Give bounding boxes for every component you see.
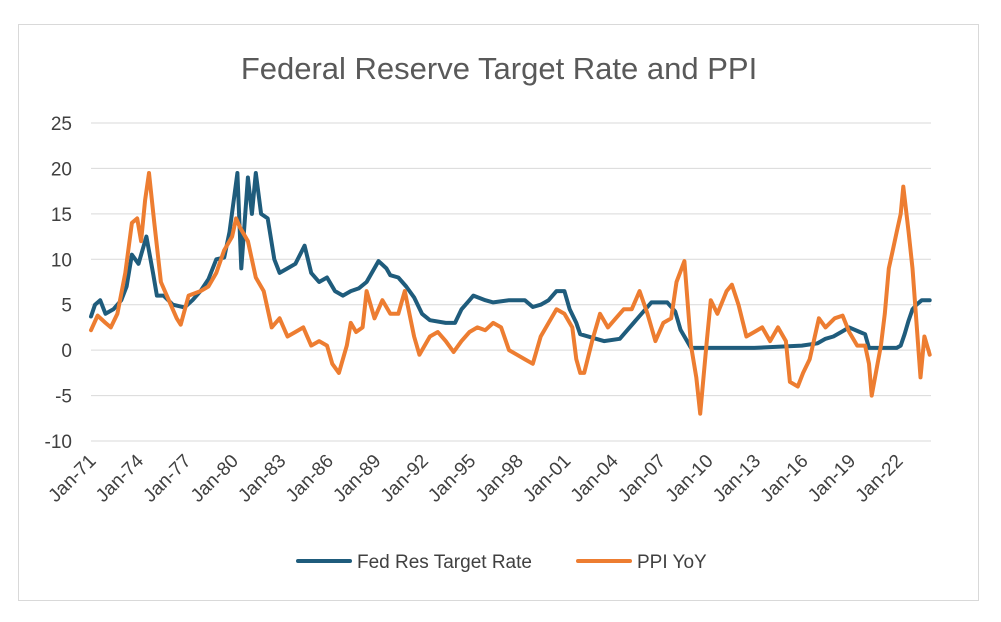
series-line-ppi-yoy xyxy=(89,171,932,416)
x-tick-label: Jan-13 xyxy=(709,451,765,507)
y-tick-label: 5 xyxy=(61,296,72,317)
x-tick-label: Jan-01 xyxy=(519,451,575,507)
x-tick-label: Jan-98 xyxy=(472,451,528,507)
x-tick-label: Jan-92 xyxy=(377,451,433,507)
x-tick-label: Jan-22 xyxy=(852,451,908,507)
legend-label: Fed Res Target Rate xyxy=(357,552,532,573)
chart-frame xyxy=(18,24,979,601)
y-tick-label: 20 xyxy=(51,159,72,180)
x-tick-label: Jan-71 xyxy=(45,451,101,507)
series-layer xyxy=(89,171,932,416)
chart-title: Federal Reserve Target Rate and PPI xyxy=(241,51,757,86)
y-tick-label: 15 xyxy=(51,205,72,226)
x-tick-label: Jan-77 xyxy=(140,451,196,507)
series-line-fed-rate xyxy=(89,171,932,350)
x-tick-label: Jan-19 xyxy=(804,451,860,507)
x-axis-ticks: Jan-71Jan-74Jan-77Jan-80Jan-83Jan-86Jan-… xyxy=(45,450,908,506)
x-tick-label: Jan-83 xyxy=(234,451,290,507)
x-tick-label: Jan-74 xyxy=(92,450,148,506)
y-axis-ticks: 25 20 15 10 5 0 -5 -10 xyxy=(45,114,72,453)
x-tick-label: Jan-07 xyxy=(614,451,670,507)
grid-layer xyxy=(91,122,931,442)
x-tick-label: Jan-10 xyxy=(662,451,718,507)
x-tick-label: Jan-95 xyxy=(424,451,480,507)
y-tick-label: 10 xyxy=(51,250,72,271)
y-tick-label: -10 xyxy=(45,432,72,453)
y-tick-label: 25 xyxy=(51,114,72,135)
legend: Fed Res Target Rate PPI YoY xyxy=(296,552,707,573)
x-tick-label: Jan-16 xyxy=(757,451,813,507)
x-tick-label: Jan-86 xyxy=(282,451,338,507)
legend-label: PPI YoY xyxy=(637,552,707,573)
y-tick-label: 0 xyxy=(61,341,72,362)
x-tick-label: Jan-89 xyxy=(329,451,385,507)
x-tick-label: Jan-04 xyxy=(567,450,623,506)
y-tick-label: -5 xyxy=(55,387,72,408)
x-tick-label: Jan-80 xyxy=(187,451,243,507)
